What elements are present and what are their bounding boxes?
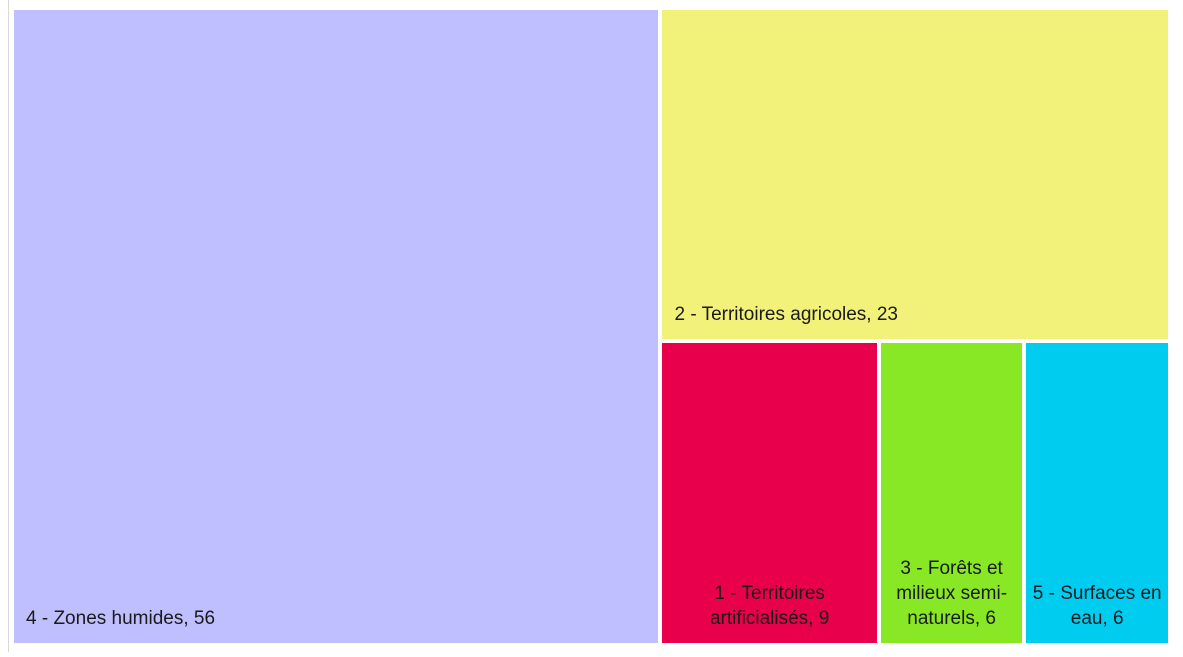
tile: 4 - Zones humides, 56 <box>14 10 659 643</box>
tile-label: 3 - Forêts et milieux semi-naturels, 6 <box>896 557 1008 629</box>
tile-label: 5 - Surfaces en eau, 6 <box>1032 582 1162 629</box>
tile: 5 - Surfaces en eau, 6 <box>1026 342 1168 643</box>
tile: 1 - Territoires artificialisés, 9 <box>662 342 877 643</box>
tile-label: 2 - Territoires agricoles, 23 <box>674 303 898 325</box>
tile-label: 4 - Zones humides, 56 <box>26 608 216 629</box>
tile-label: 1 - Territoires artificialisés, 9 <box>709 582 830 629</box>
tile: 2 - Territoires agricoles, 23 <box>662 10 1168 339</box>
tile: 3 - Forêts et milieux semi-naturels, 6 <box>880 342 1023 643</box>
treemap: 4 - Zones humides, 56 2 - Territoires agr… <box>12 8 1170 645</box>
chart-frame <box>8 0 1179 652</box>
